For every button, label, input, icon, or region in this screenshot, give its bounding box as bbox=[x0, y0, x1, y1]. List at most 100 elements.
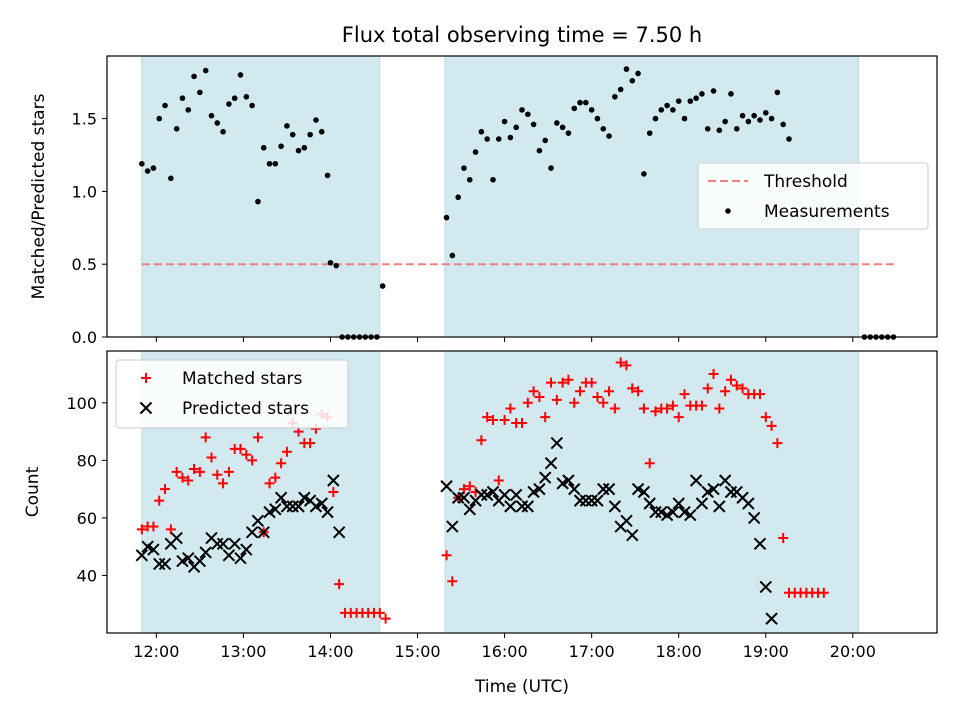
measurement-point bbox=[202, 67, 209, 74]
measurement-point bbox=[623, 66, 630, 72]
measurement-point bbox=[554, 120, 560, 126]
y-tick-label: 60 bbox=[77, 509, 97, 528]
x-tick-label: 19:00 bbox=[743, 642, 789, 661]
predicted-star-point bbox=[228, 537, 241, 551]
matched-star-point bbox=[731, 380, 742, 391]
matched-star-point bbox=[679, 389, 690, 400]
predicted-star-point bbox=[597, 482, 610, 496]
measurement-point bbox=[681, 115, 688, 122]
ratio-panel: 0.0 0.5 1.0 1.5 Matched/Predicted stars Thr… bbox=[29, 55, 938, 347]
predicted-star-point bbox=[713, 500, 726, 513]
y-tick-label: 1.5 bbox=[72, 110, 97, 129]
matched-star-point bbox=[673, 412, 684, 423]
measurement-point bbox=[237, 72, 244, 78]
measurement-point bbox=[525, 111, 531, 118]
x-tick-label: 18:00 bbox=[656, 642, 702, 661]
y-tick-label: 80 bbox=[77, 451, 97, 470]
measurement-point bbox=[571, 105, 578, 112]
matched-star-point bbox=[276, 458, 287, 469]
measurement-point bbox=[583, 99, 589, 106]
matched-star-point bbox=[766, 420, 777, 431]
predicted-star-point bbox=[222, 549, 236, 562]
matched-star-point bbox=[171, 466, 182, 477]
predicted-star-point bbox=[666, 505, 680, 519]
predicted-star-point bbox=[591, 494, 604, 507]
matched-star-point bbox=[575, 386, 586, 397]
matched-star-point bbox=[160, 484, 171, 495]
matched-star-point bbox=[328, 487, 339, 497]
predicted-star-point bbox=[211, 537, 224, 551]
x-tick-label: 12:00 bbox=[133, 642, 179, 661]
matched-star-point bbox=[522, 397, 533, 408]
matched-star-point bbox=[464, 481, 475, 492]
matched-star-point bbox=[546, 377, 557, 388]
measurement-point bbox=[612, 93, 618, 100]
measurement-point bbox=[699, 91, 705, 97]
measurement-point bbox=[588, 107, 595, 113]
matched-star-point bbox=[633, 386, 644, 397]
predicted-star-point bbox=[170, 531, 183, 545]
measurement-point bbox=[728, 91, 734, 97]
predicted-star-point bbox=[573, 494, 587, 507]
matched-star-point bbox=[604, 386, 615, 397]
predicted-star-point bbox=[509, 488, 523, 502]
measurement-point bbox=[780, 121, 786, 128]
measurement-point bbox=[461, 165, 467, 171]
counts-panel: 12:00 13:00 14:00 15:00 16:00 17:00 18:00 19:00… bbox=[23, 350, 938, 661]
measurement-point bbox=[559, 124, 566, 131]
predicted-star-point bbox=[245, 526, 259, 539]
predicted-star-point bbox=[332, 526, 346, 539]
legend-box bbox=[115, 359, 349, 429]
predicted-star-point bbox=[689, 474, 703, 487]
matched-star-point bbox=[598, 397, 609, 408]
matched-star-point bbox=[557, 377, 568, 388]
predicted-star-point bbox=[753, 537, 767, 551]
measurement-point bbox=[249, 102, 255, 109]
matched-star-point bbox=[252, 432, 263, 443]
measurement-point bbox=[284, 123, 290, 129]
legend-predicted-handle bbox=[139, 401, 153, 415]
measurement-point bbox=[324, 172, 331, 179]
matched-star-point bbox=[720, 386, 731, 397]
predicted-star-point bbox=[643, 497, 656, 510]
predicted-star-point bbox=[759, 580, 772, 594]
matched-star-point bbox=[667, 400, 678, 411]
measurement-point bbox=[606, 133, 612, 139]
x-axis-label: Time (UTC) bbox=[474, 677, 569, 697]
measurement-point bbox=[710, 88, 717, 94]
measurement-point bbox=[507, 134, 514, 141]
predicted-star-point bbox=[539, 471, 552, 484]
matched-star-point bbox=[200, 432, 211, 443]
predicted-star-point bbox=[637, 485, 651, 499]
predicted-star-point bbox=[521, 500, 535, 513]
matched-star-point bbox=[760, 412, 771, 423]
matched-star-point bbox=[247, 455, 258, 466]
predicted-star-point bbox=[199, 546, 212, 559]
predicted-star-point bbox=[153, 557, 166, 571]
measurement-point bbox=[266, 160, 273, 167]
measurement-point bbox=[745, 118, 752, 125]
matched-star-point bbox=[194, 466, 205, 477]
predicted-star-point bbox=[765, 612, 778, 625]
y-tick-label: 0.5 bbox=[72, 255, 97, 274]
matched-star-point bbox=[528, 386, 539, 397]
measurement-point bbox=[179, 95, 186, 102]
measurement-point bbox=[722, 118, 728, 125]
measurement-point bbox=[168, 175, 174, 182]
measurement-point bbox=[652, 115, 659, 122]
matched-star-point bbox=[708, 369, 719, 380]
matched-star-point bbox=[380, 613, 391, 624]
y-tick-label: 40 bbox=[77, 566, 97, 585]
measurement-point bbox=[704, 125, 711, 132]
predicted-star-point bbox=[457, 491, 471, 504]
matched-star-point bbox=[551, 394, 562, 405]
predicted-star-point bbox=[602, 482, 616, 496]
measurement-point bbox=[693, 95, 699, 102]
x-tick-label: 20:00 bbox=[830, 642, 876, 661]
measurement-point bbox=[260, 144, 267, 151]
matched-star-point bbox=[476, 435, 487, 446]
counts-y-axis-label: Count bbox=[23, 466, 43, 517]
matched-star-point bbox=[148, 521, 159, 532]
predicted-star-point bbox=[486, 485, 500, 499]
matched-star-point bbox=[563, 374, 574, 385]
